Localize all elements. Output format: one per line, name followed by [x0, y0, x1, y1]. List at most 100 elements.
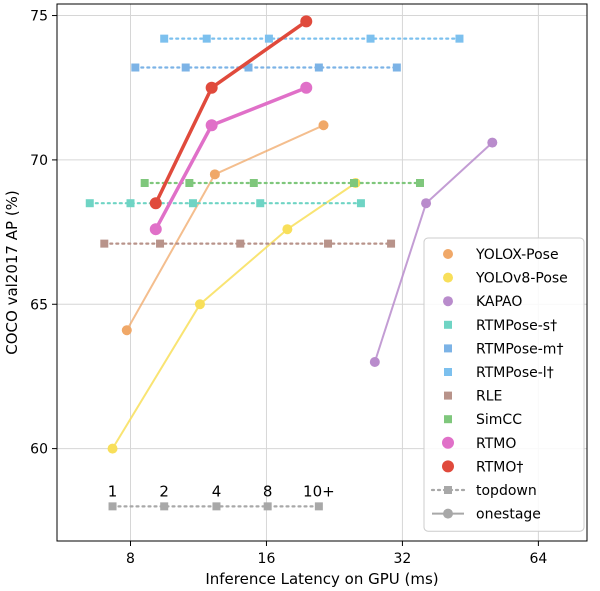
legend-swatch: [444, 415, 452, 424]
x-axis-label: Inference Latency on GPU (ms): [205, 570, 438, 588]
data-point: [205, 81, 218, 94]
legend-swatch: [444, 368, 452, 376]
data-point: [205, 119, 218, 132]
legend-label: SimCC: [476, 412, 522, 428]
legend: YOLOX-Pose YOLOv8-Pose KAPAO RTMPose-s† RTMP…: [423, 237, 585, 532]
x-tick-label: 64: [529, 551, 547, 567]
legend-label: onestage: [476, 507, 541, 523]
legend-entry: YOLOv8-Pose: [443, 271, 568, 287]
data-point: [387, 239, 396, 248]
data-point: [202, 34, 211, 43]
legend-entry: RTMPose-s†: [444, 318, 557, 334]
series-rtmo-dagger: [149, 15, 313, 210]
data-point: [244, 63, 253, 72]
x-tick-label: 8: [126, 551, 135, 567]
legend-label: YOLOv8-Pose: [475, 271, 568, 287]
people-scale-label: 2: [159, 482, 169, 500]
y-axis-label: COCO val2017 AP (%): [3, 190, 21, 355]
legend-entry: onestage: [432, 507, 541, 523]
data-point: [185, 179, 194, 187]
data-point: [324, 239, 333, 248]
plot-series: [85, 15, 498, 454]
legend-swatch: [442, 460, 454, 473]
legend-label: RTMPose-m†: [476, 341, 563, 357]
data-point: [421, 198, 432, 209]
data-point: [392, 63, 401, 72]
data-point: [314, 63, 323, 72]
data-point: [249, 179, 258, 187]
series-simcc: [140, 179, 425, 187]
people-scale-label: 1: [108, 482, 118, 500]
data-point: [455, 34, 464, 43]
legend-swatch: [444, 391, 452, 400]
data-point: [256, 199, 265, 208]
y-tick-label: 60: [30, 442, 48, 458]
data-point: [85, 199, 94, 208]
data-point: [149, 197, 162, 210]
legend-entry: SimCC: [444, 412, 522, 428]
legend-swatch: [443, 508, 453, 519]
series-line: [154, 19, 308, 204]
legend-label: KAPAO: [476, 294, 522, 310]
legend-label: topdown: [476, 483, 537, 499]
data-point: [126, 199, 135, 208]
people-scale-label: 4: [212, 482, 222, 500]
data-point: [369, 357, 380, 367]
data-point: [264, 34, 273, 43]
legend-swatch: [443, 296, 453, 307]
legend-swatch: [443, 249, 453, 259]
people-scale: 1 2 4 8 10+: [108, 482, 335, 511]
series-kapao: [369, 137, 498, 367]
series-rtmpose-s-dagger: [85, 199, 365, 208]
series-yolox-pose: [121, 120, 329, 336]
y-tick-label: 70: [30, 153, 48, 169]
legend-entry: RTMO†: [442, 459, 523, 475]
legend-entry: RTMPose-l†: [444, 365, 554, 381]
y-tick-label: 75: [30, 9, 48, 25]
legend-entry: RTMO: [442, 436, 516, 452]
data-point: [236, 239, 245, 248]
people-scale-label: 8: [263, 482, 273, 500]
series-rtmpose-l-dagger: [160, 34, 464, 43]
people-scale-marker: [314, 502, 323, 511]
data-point: [318, 120, 329, 131]
legend-entry: topdown: [430, 483, 537, 499]
data-point: [107, 443, 118, 454]
data-point: [356, 199, 365, 208]
legend-entry: YOLOX-Pose: [443, 247, 559, 263]
data-point: [149, 223, 162, 236]
data-point: [366, 34, 375, 43]
data-point: [282, 224, 293, 235]
people-scale-marker: [160, 502, 169, 511]
series-rtmpose-m-dagger: [131, 63, 401, 72]
grid: [57, 4, 587, 541]
series-yolov8-pose: [107, 178, 361, 454]
data-point: [156, 239, 165, 248]
legend-label: RTMO†: [476, 459, 523, 475]
legend-swatch: [444, 344, 452, 353]
y-tick-label: 65: [30, 297, 48, 313]
legend-label: RTMO: [476, 436, 516, 452]
data-point: [121, 325, 132, 336]
data-point: [140, 179, 149, 187]
data-point: [188, 199, 197, 208]
legend-entry: RLE: [444, 389, 502, 405]
people-scale-marker: [263, 502, 272, 511]
data-point: [416, 179, 425, 187]
series-line: [111, 182, 357, 450]
data-point: [100, 239, 109, 248]
legend-entry: KAPAO: [443, 294, 522, 310]
legend-entry: RTMPose-m†: [444, 341, 563, 357]
plot-frame: [56, 3, 588, 542]
legend-label: YOLOX-Pose: [475, 247, 559, 263]
people-scale-marker: [108, 502, 117, 511]
legend-swatch: [444, 320, 452, 329]
data-point: [487, 137, 498, 148]
legend-swatch: [443, 272, 453, 283]
x-tick-label: 32: [394, 551, 412, 567]
data-point: [350, 179, 359, 187]
legend-swatch: [442, 436, 454, 449]
legend-swatch: [444, 486, 452, 494]
data-point: [194, 299, 205, 310]
people-scale-label: 10+: [303, 482, 335, 500]
